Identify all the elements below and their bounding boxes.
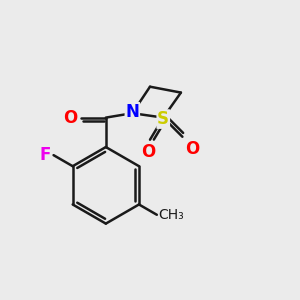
- Text: O: O: [141, 142, 156, 160]
- Text: O: O: [63, 109, 77, 127]
- Text: CH₃: CH₃: [158, 208, 184, 222]
- Text: N: N: [125, 103, 139, 121]
- Text: F: F: [40, 146, 51, 164]
- Text: S: S: [157, 110, 169, 128]
- Text: O: O: [185, 140, 200, 158]
